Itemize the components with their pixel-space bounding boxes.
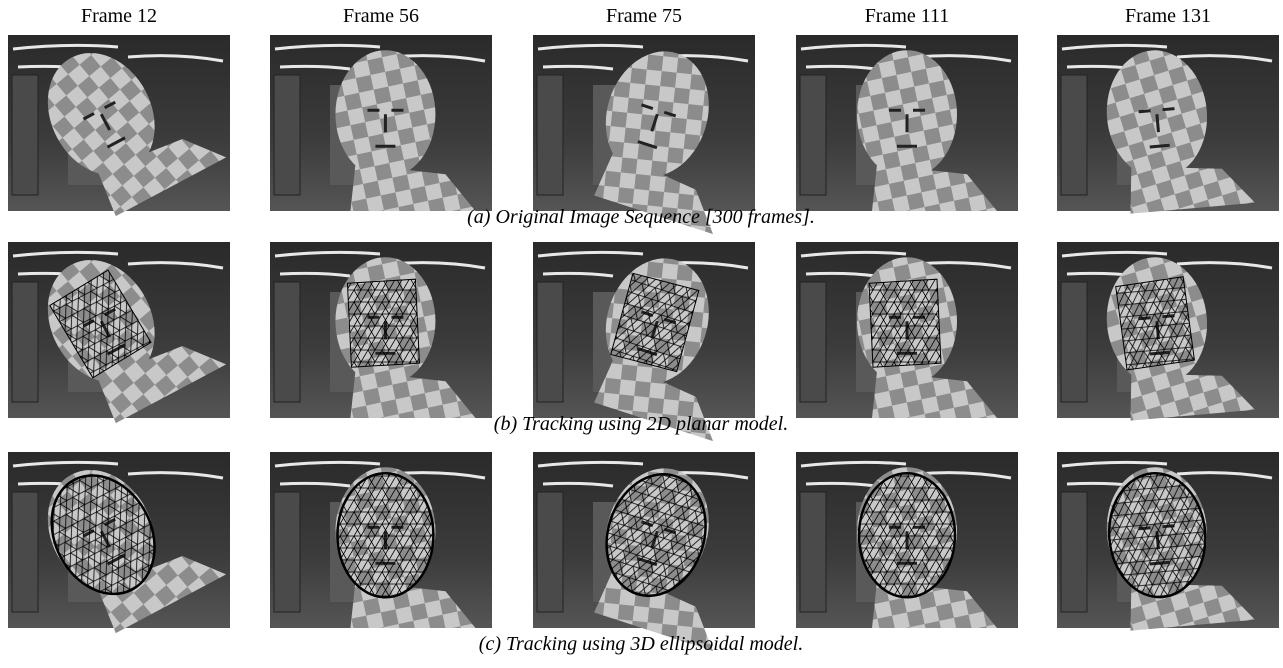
planar-mesh <box>869 279 941 367</box>
frame-image <box>796 452 1018 628</box>
frame-image <box>1057 242 1279 422</box>
planar-mesh <box>347 279 419 367</box>
figure-canvas: Frame 12 Frame 56 Frame 75 Frame 111 Frame 1… <box>0 0 1283 668</box>
frame-image <box>1057 35 1279 215</box>
ellipsoid-mesh <box>859 473 955 597</box>
frame-image <box>533 242 763 441</box>
bookshelf <box>274 75 300 195</box>
figure: Frame 12 Frame 56 Frame 75 Frame 111 Frame 1… <box>0 0 1283 668</box>
column-header: Frame 75 <box>606 5 682 27</box>
bookshelf <box>1061 282 1087 402</box>
frame-image <box>533 452 763 651</box>
frame-image <box>8 222 230 430</box>
bookshelf <box>12 75 38 195</box>
frame-image <box>796 35 1018 211</box>
frame-image <box>796 242 1018 418</box>
column-header: Frame 12 <box>81 5 157 27</box>
frame-image <box>1057 452 1279 632</box>
bookshelf <box>800 492 826 612</box>
bookshelf <box>537 75 563 195</box>
row-caption: (c) Tracking using 3D ellipsoidal model. <box>479 633 803 655</box>
bookshelf <box>1061 492 1087 612</box>
column-header: Frame 131 <box>1125 5 1211 27</box>
row-caption: (a) Original Image Sequence [300 frames]… <box>467 206 815 228</box>
frame-image <box>270 242 492 418</box>
bookshelf <box>12 282 38 402</box>
frame-image <box>533 35 763 234</box>
bookshelf <box>274 492 300 612</box>
column-header: Frame 56 <box>343 5 419 27</box>
bookshelf <box>537 282 563 402</box>
bookshelf <box>537 492 563 612</box>
bookshelf <box>800 282 826 402</box>
planar-mesh <box>1115 276 1194 370</box>
row-caption: (b) Tracking using 2D planar model. <box>494 413 788 435</box>
column-header: Frame 111 <box>865 5 950 27</box>
frame-image <box>270 452 492 628</box>
frame-image <box>8 15 230 223</box>
bookshelf <box>12 492 38 612</box>
bookshelf <box>1061 75 1087 195</box>
frame-image <box>270 35 492 211</box>
bookshelf <box>274 282 300 402</box>
frame-image <box>8 432 230 640</box>
ellipsoid-mesh <box>337 473 433 597</box>
bookshelf <box>800 75 826 195</box>
